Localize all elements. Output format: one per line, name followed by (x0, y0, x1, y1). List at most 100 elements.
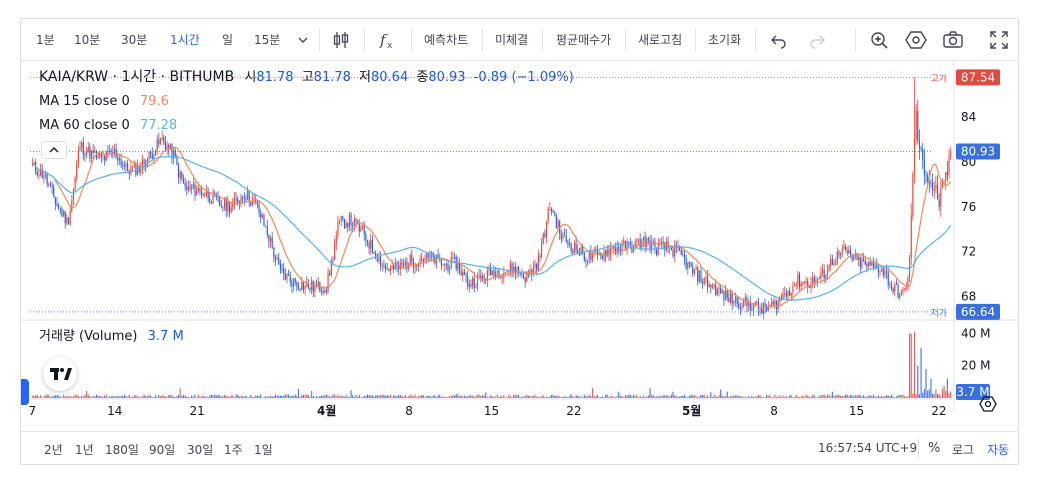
volume-bar (113, 396, 116, 398)
settings-icon[interactable] (904, 28, 928, 52)
collapse-legend-button[interactable] (41, 141, 67, 159)
candle-body (136, 165, 139, 176)
candle-body (744, 297, 746, 301)
candle-body (475, 287, 477, 289)
interval-15m[interactable]: 15분 (254, 33, 281, 47)
volume-bar (821, 395, 824, 398)
volume-bar (621, 395, 623, 398)
candle-body (205, 191, 208, 196)
volume-bar (411, 395, 413, 398)
volume-bar (828, 394, 830, 398)
volume-bar (557, 395, 559, 398)
chart-canvas[interactable]: 68 72 76 80 84 20 M 40 M 7 14 21 4월 8 15 22 5월 8 15 22 87.… (21, 19, 1018, 435)
candle-body (670, 247, 672, 250)
clock-readout[interactable]: 16:57:54 UTC+9 (818, 441, 918, 455)
candle-body (462, 271, 464, 276)
candle-body (230, 207, 232, 212)
magic-icon[interactable] (867, 28, 891, 52)
candle-body (378, 256, 380, 262)
volume-bar (386, 395, 388, 398)
range-1w[interactable]: 1주 (224, 443, 243, 457)
volume-legend[interactable]: 거래량 (Volume) 3.7 M (39, 329, 184, 345)
candle-body (789, 290, 791, 296)
volume-bar (118, 396, 120, 398)
candle-body (526, 273, 528, 282)
volume-bar (904, 396, 906, 398)
volume-bar (145, 396, 147, 398)
volume-bar (345, 394, 347, 398)
volume-bar (44, 395, 47, 398)
volume-bar (902, 394, 904, 398)
log-toggle[interactable]: 로그 (952, 443, 975, 457)
candle-body (775, 300, 778, 310)
candle-body (332, 260, 334, 261)
volume-bar (360, 397, 362, 398)
candle-body (222, 206, 224, 208)
range-90d[interactable]: 90일 (149, 443, 176, 457)
interval-1m[interactable]: 1분 (36, 33, 55, 47)
tradingview-logo[interactable] (43, 357, 77, 391)
range-2y[interactable]: 2년 (44, 443, 63, 457)
volume-bar (626, 395, 628, 398)
volume-bar (562, 396, 564, 398)
fullscreen-icon[interactable] (987, 28, 1011, 52)
forecast-chart-button[interactable]: 예측차트 (424, 33, 469, 47)
interval-day[interactable]: 일 (222, 33, 234, 47)
range-180d[interactable]: 180일 (105, 443, 139, 457)
left-panel-toggle[interactable] (21, 379, 29, 405)
range-1y[interactable]: 1년 (75, 443, 94, 457)
interval-1h[interactable]: 1시간 (170, 33, 200, 47)
camera-icon[interactable] (941, 28, 965, 52)
volume-bar (913, 331, 916, 398)
candle-body (184, 183, 186, 187)
reset-button[interactable]: 초기화 (708, 33, 742, 47)
candle-body (301, 282, 303, 290)
candle-body (394, 262, 396, 270)
open-orders-button[interactable]: 미체결 (495, 33, 529, 47)
percent-toggle[interactable]: % (928, 441, 941, 456)
ma60-legend[interactable]: MA 60 close 0 77.28 (39, 118, 177, 134)
interval-30m[interactable]: 30분 (121, 33, 148, 47)
svg-text:x: x (387, 41, 393, 51)
auto-scale-toggle[interactable]: 자동 (987, 443, 1010, 457)
volume-bar (810, 396, 812, 398)
avg-buy-price-button[interactable]: 평균매수가 (556, 33, 612, 47)
volume-bar (871, 396, 873, 398)
volume-bar (941, 388, 944, 398)
volume-bar (476, 394, 479, 398)
candle-body (616, 246, 618, 254)
candle-body (769, 305, 771, 307)
candle-body (513, 266, 515, 274)
volume-bar (292, 395, 295, 398)
candle-body (122, 165, 124, 167)
chevron-down-icon[interactable] (291, 28, 315, 52)
bottom-divider (918, 439, 919, 459)
refresh-button[interactable]: 새로고침 (638, 33, 683, 47)
candle-body (403, 264, 405, 266)
candle-body (209, 198, 211, 203)
range-1d[interactable]: 1일 (254, 443, 273, 457)
undo-icon[interactable] (767, 28, 791, 52)
volume-bar (876, 396, 878, 398)
candle-body (580, 247, 582, 256)
candle-body (570, 243, 572, 251)
volume-bar (365, 395, 367, 398)
interval-10m[interactable]: 10분 (74, 33, 101, 47)
redo-icon[interactable] (805, 28, 829, 52)
candle-body (416, 265, 418, 267)
volume-bar (307, 395, 309, 398)
candle-body (644, 236, 646, 247)
candles-icon[interactable] (329, 28, 353, 52)
volume-bar (619, 396, 622, 398)
ma15-legend[interactable]: MA 15 close 0 79.6 (39, 94, 169, 110)
candle-body (611, 247, 613, 249)
volume-bar (315, 396, 318, 398)
volume-bar (534, 394, 536, 398)
volume-bar (772, 397, 774, 398)
volume-bar (761, 396, 763, 398)
candle-body (749, 301, 751, 310)
volume-bar (909, 333, 911, 398)
range-30d[interactable]: 30일 (187, 443, 214, 457)
